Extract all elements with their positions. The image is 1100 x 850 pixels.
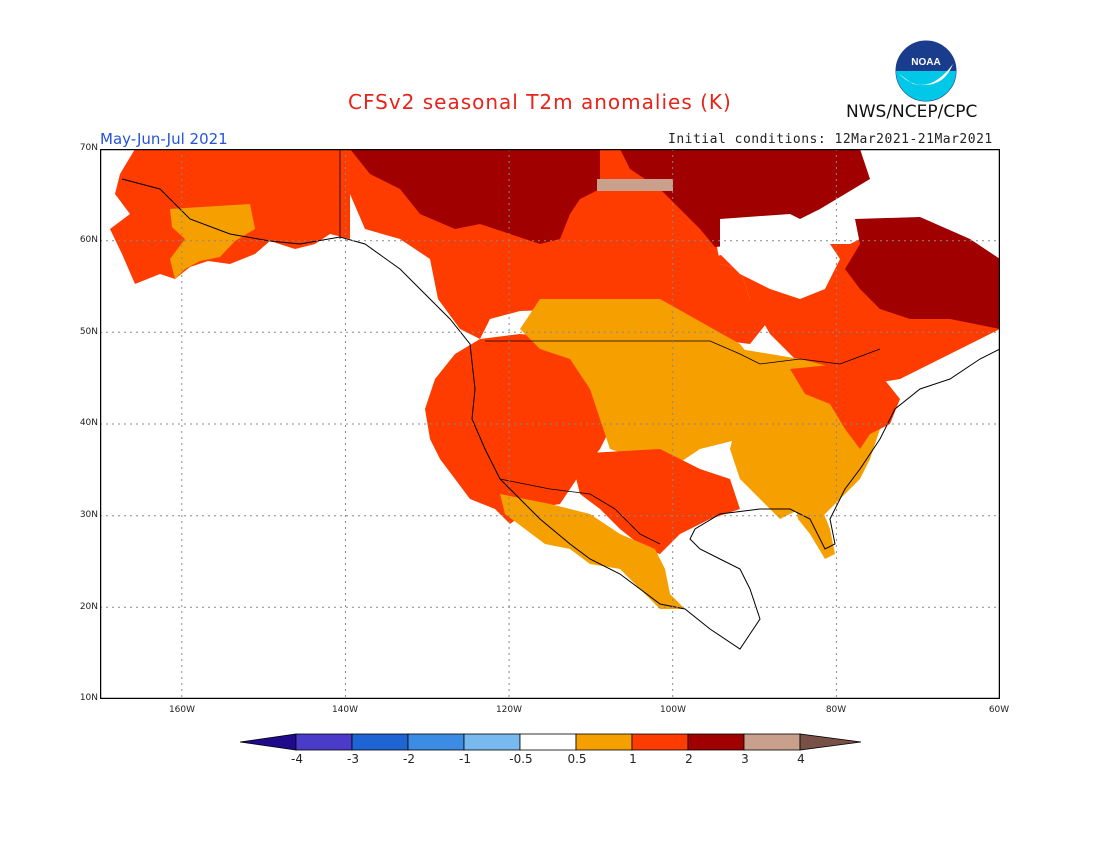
lon-label: 140W <box>331 705 359 715</box>
lat-label: 10N <box>79 693 98 703</box>
colorbar-label: 0.5 <box>567 752 587 766</box>
lat-label: 60N <box>79 235 98 245</box>
colorbar-label: -0.5 <box>509 752 533 766</box>
coastline <box>121 178 1000 650</box>
colorbar <box>240 733 862 751</box>
lon-label: 60W <box>988 705 1010 715</box>
anomaly-map <box>100 149 1000 699</box>
colorbar-arrow-right <box>799 733 862 751</box>
anomaly-region-extreme <box>597 179 673 191</box>
colorbar-label: 4 <box>797 752 805 766</box>
colorbar-segment <box>743 733 801 751</box>
colorbar-segment <box>575 733 633 751</box>
colorbar-segment <box>407 733 465 751</box>
colorbar-arrow-left <box>240 733 297 751</box>
lat-label: 50N <box>79 327 98 337</box>
noaa-logo-icon: NOAA <box>895 40 957 102</box>
colorbar-segment <box>295 733 353 751</box>
colorbar-label: -4 <box>291 752 303 766</box>
colorbar-label: 1 <box>629 752 637 766</box>
colorbar-segment <box>519 733 577 751</box>
colorbar-label: -3 <box>347 752 359 766</box>
anomaly-region-labrador-hot <box>845 217 1000 329</box>
colorbar-label: 2 <box>685 752 693 766</box>
anomaly-region-hudson-bay <box>720 214 840 299</box>
colorbar-label: -1 <box>459 752 471 766</box>
lat-label: 40N <box>79 418 98 428</box>
forecast-period: May-Jun-Jul 2021 <box>100 130 228 148</box>
anomaly-region-northeast <box>790 364 900 449</box>
colorbar-segment <box>351 733 409 751</box>
lat-label: 20N <box>79 602 98 612</box>
anomaly-region-mexico <box>500 494 685 609</box>
lat-label: 30N <box>79 510 98 520</box>
map-frame <box>100 149 1000 699</box>
gridlines <box>100 149 1000 699</box>
colorbar-segment <box>631 733 689 751</box>
lon-label: 100W <box>659 705 687 715</box>
border-us-canada <box>485 340 881 365</box>
colorbar-segment <box>687 733 745 751</box>
anomaly-region-alaska-coast <box>170 204 255 279</box>
anomaly-region-us-central <box>520 299 760 469</box>
anomaly-region-florida <box>795 504 835 559</box>
anomaly-region-arctic-hot-2 <box>620 149 870 247</box>
lon-label: 160W <box>168 705 196 715</box>
initial-conditions: Initial conditions: 12Mar2021-21Mar2021 <box>668 132 993 147</box>
anomaly-region-texas <box>570 449 740 554</box>
anomaly-region-arctic-hot <box>350 149 600 244</box>
lon-label: 80W <box>825 705 847 715</box>
logo-text: NOAA <box>911 57 940 68</box>
colorbar-label: 3 <box>741 752 749 766</box>
lon-label: 120W <box>495 705 523 715</box>
lat-label: 70N <box>79 143 98 153</box>
agency-label: NWS/NCEP/CPC <box>846 102 978 122</box>
border-us-mexico <box>499 478 661 545</box>
colorbar-label: -2 <box>403 752 415 766</box>
colorbar-segment <box>463 733 521 751</box>
chart-title: CFSv2 seasonal T2m anomalies (K) <box>348 90 732 114</box>
